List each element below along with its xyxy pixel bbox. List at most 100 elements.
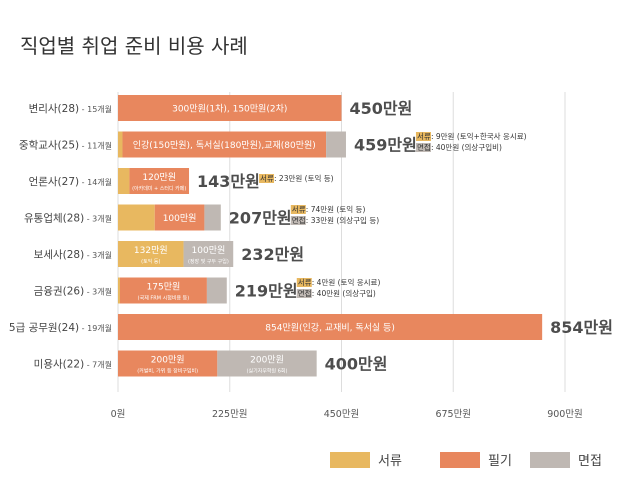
note-text: : 4만원 (토익 응시료): [312, 277, 381, 287]
segment-sublabel: (아카데미 + 스터디 카페): [132, 185, 186, 192]
segment-sublabel: (정장 및 구두 구입): [188, 258, 229, 265]
category-label: 유통업체(28) - 3개월: [24, 212, 112, 225]
segment-sublabel: (실기자무학원 6회): [247, 368, 288, 375]
bar-segment: [326, 131, 346, 158]
bar-segment: [119, 277, 207, 304]
bar-segment: [118, 95, 342, 121]
segment-label: 200만원: [250, 355, 284, 366]
bar-segment: [206, 277, 227, 304]
total-label: 232만원: [241, 245, 304, 264]
category-label: 보세사(28) - 3개월: [34, 249, 112, 261]
category-name: 중학교사(25): [19, 140, 79, 152]
bar-segment: [204, 204, 221, 231]
legend-swatch: [330, 452, 370, 468]
total-label: 854만원: [550, 318, 613, 337]
segment-label: 854만원(인강, 교재비, 독서실 등): [265, 323, 395, 334]
category-label: 변리사(28) - 15개월: [29, 103, 112, 115]
note-tag: 서류: [260, 174, 274, 183]
category-name: 언론사(27): [29, 176, 80, 188]
note-tag: 면접: [298, 288, 312, 298]
total-label: 143만원: [197, 172, 260, 191]
legend-label: 필기: [488, 454, 512, 469]
bar-segment: [122, 131, 327, 158]
note-tag-bg: [296, 289, 312, 298]
note-tag: 면접: [417, 142, 431, 152]
total-label: 207만원: [229, 209, 292, 228]
segment-sublabel: (국제 FRM 시험비용 등): [138, 295, 190, 302]
segment-label: 300만원(1차), 150만원(2차): [172, 103, 287, 115]
note-text: : 9만원 (토익+한국사 응시료): [431, 131, 527, 141]
category-duration: - 19개월: [79, 323, 112, 333]
note-text: : 74만원 (토익 등): [306, 204, 366, 214]
category-duration: - 14개월: [79, 177, 112, 187]
bar-segment: [118, 350, 218, 377]
legend-label: 면접: [578, 454, 602, 469]
note-tag: 서류: [292, 205, 306, 214]
segment-label: 인강(150만원), 독서실(180만원),교재(80만원): [133, 140, 316, 151]
bar-segment: [118, 314, 543, 340]
category-label: 미용사(22) - 7개월: [34, 359, 112, 371]
category-label: 언론사(27) - 14개월: [29, 176, 112, 188]
note-tag-bg: [290, 205, 306, 214]
chart-title: 직업별 취업 준비 비용 사례: [20, 34, 248, 58]
note-text: : 40만원 (의상구입비): [431, 142, 502, 152]
category-label: 5급 공무원(24) - 19개월: [9, 322, 112, 334]
legend-swatch: [440, 452, 480, 468]
total-label: 459만원: [354, 136, 417, 155]
bar-segment: [118, 131, 123, 158]
note-tag-bg: [296, 278, 312, 287]
x-tick-label: 900만원: [547, 409, 583, 420]
bar-segment: [118, 241, 184, 267]
segment-sublabel: (토익 등): [141, 258, 160, 265]
category-name: 유통업체(28): [24, 212, 84, 225]
total-label: 400만원: [325, 355, 388, 374]
category-name: 미용사(22): [34, 359, 85, 371]
category-label: 중학교사(25) - 11개월: [19, 140, 112, 152]
legend-label: 서류: [378, 454, 402, 469]
segment-label: 100만원: [192, 245, 226, 256]
segment-label: 175만원: [147, 282, 181, 293]
note-tag: 서류: [417, 132, 431, 141]
note-tag-bg: [290, 216, 306, 225]
total-label: 219만원: [235, 282, 298, 301]
bar-segment: [118, 277, 120, 304]
x-tick-label: 450만원: [324, 409, 360, 420]
x-tick-label: 675만원: [435, 409, 471, 420]
note-tag: 서류: [298, 278, 312, 287]
legend-swatch: [530, 452, 570, 468]
note-tag: 면접: [292, 215, 306, 225]
note-tag-bg: [415, 143, 431, 152]
category-duration: - 3개월: [84, 287, 112, 297]
segment-sublabel: (커벌비, 가위 등 장비구입비): [137, 368, 198, 375]
bar-segment: [154, 204, 205, 231]
category-duration: - 3개월: [84, 250, 112, 260]
segment-label: 100만원: [163, 213, 197, 224]
segment-label: 200만원: [151, 355, 185, 366]
bar-segment: [118, 204, 155, 231]
category-duration: - 15개월: [79, 104, 112, 114]
note-text: : 33만원 (의상구입 등): [306, 215, 379, 225]
category-name: 보세사(28): [34, 249, 85, 261]
segment-label: 120만원: [142, 172, 176, 183]
category-name: 변리사(28): [29, 103, 80, 115]
note-tag-bg: [415, 132, 431, 141]
category-duration: - 3개월: [84, 214, 112, 224]
note-text: : 23만원 (토익 등): [274, 173, 334, 183]
category-name: 5급 공무원(24): [9, 322, 79, 334]
x-tick-label: 0원: [111, 409, 126, 420]
segment-label: 132만원: [134, 245, 168, 256]
total-label: 450만원: [350, 99, 413, 118]
category-duration: - 7개월: [84, 360, 112, 370]
note-text: : 40만원 (의상구입): [312, 288, 376, 298]
bar-segment: [129, 168, 190, 194]
category-label: 금융권(26) - 3개월: [34, 286, 112, 298]
x-tick-label: 225만원: [212, 409, 248, 420]
note-tag-bg: [259, 174, 275, 183]
bar-segment: [183, 241, 234, 267]
category-name: 금융권(26): [34, 286, 85, 298]
bar-segment: [217, 350, 317, 377]
bar-segment: [118, 168, 130, 194]
category-duration: - 11개월: [79, 141, 112, 151]
